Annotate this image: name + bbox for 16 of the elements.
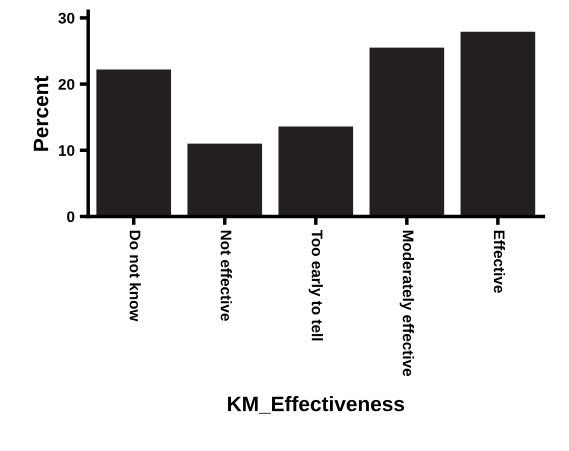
y-tick-label: 0 bbox=[67, 211, 74, 222]
bar bbox=[187, 144, 262, 216]
bar bbox=[96, 70, 172, 216]
x-axis-title: KM_Effectiveness bbox=[228, 396, 404, 414]
y-tick-label: 10 bbox=[58, 145, 74, 156]
bar bbox=[370, 48, 444, 216]
y-tick-label: 20 bbox=[58, 78, 74, 90]
x-tick-label: Do not know bbox=[130, 230, 141, 322]
x-tick-label: Effective bbox=[494, 230, 505, 293]
y-axis-title: Percent bbox=[34, 76, 48, 151]
x-tick-label: Not effective bbox=[220, 230, 232, 321]
x-tick-label: Too early to tell bbox=[308, 230, 323, 340]
bar bbox=[460, 32, 536, 216]
bar bbox=[278, 126, 354, 216]
x-tick-label: Moderately effective bbox=[400, 230, 414, 376]
y-tick-label: 30 bbox=[58, 12, 74, 24]
